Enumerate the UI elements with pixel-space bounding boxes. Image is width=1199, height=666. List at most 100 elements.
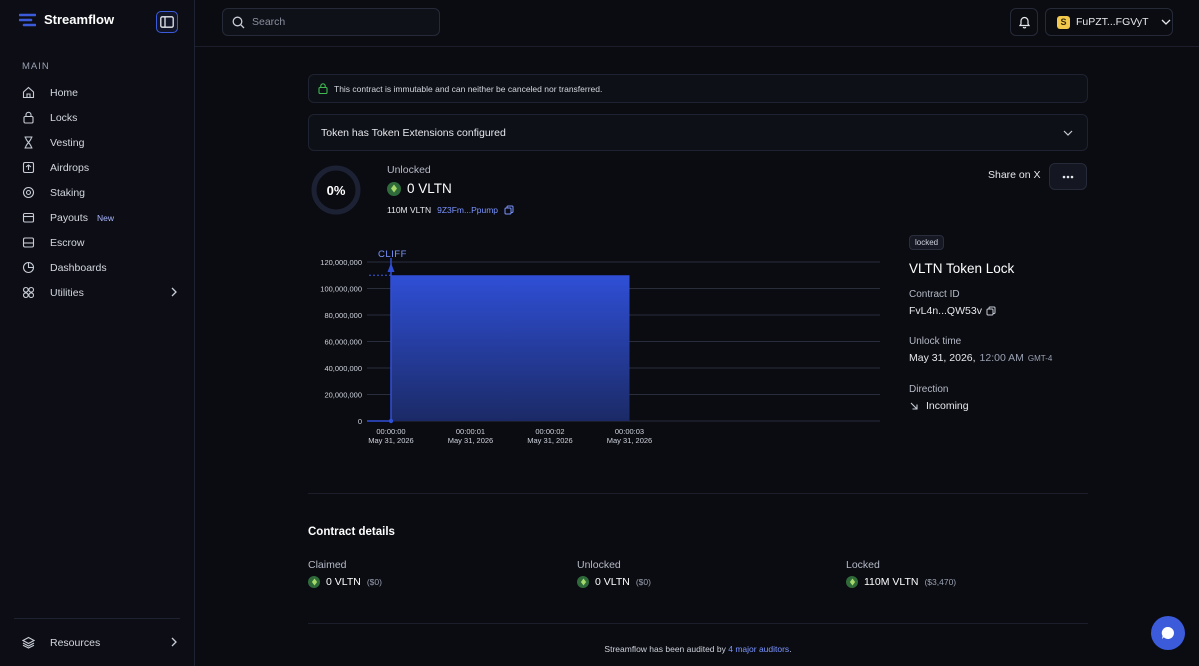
sidebar-item-utilities[interactable]: Utilities [14, 280, 184, 305]
auditors-link[interactable]: 4 major auditors [728, 644, 790, 654]
sidebar-item-home[interactable]: Home [14, 80, 184, 105]
sidebar-item-staking[interactable]: Staking [14, 180, 184, 205]
share-on-x-button[interactable]: Share on X [988, 169, 1041, 181]
unlock-percent: 0% [326, 182, 346, 198]
sidebar-item-label: Resources [50, 636, 101, 649]
wallet-button[interactable]: S FuPZT...FGVyT [1045, 8, 1173, 36]
y-tick-label: 100,000,000 [320, 285, 362, 294]
footer-text: Streamflow has been audited by [604, 644, 729, 654]
unlock-clock: 12:00 AM [979, 352, 1024, 364]
divider [308, 623, 1088, 624]
sidebar-resources: Resources [14, 630, 184, 655]
chevron-down-icon [1161, 19, 1170, 25]
sidebar-panel-icon [160, 16, 174, 28]
wallet-icon: S [1057, 15, 1070, 29]
unlock-chart: 0 20,000,000 40,000,000 60,000,000 80,000,00… [320, 249, 880, 445]
detail-claimed: Claimed 0 VLTN ($0) [308, 559, 382, 588]
x-tick-date: May 31, 2026 [607, 436, 652, 445]
detail-usd: ($3,470) [924, 577, 957, 587]
sidebar: Streamflow MAIN Home Locks Vesting [0, 0, 195, 666]
search-input[interactable] [252, 16, 422, 28]
sidebar-item-payouts[interactable]: Payouts New [14, 205, 184, 230]
chevron-right-icon [171, 287, 177, 297]
unlocked-amount: 0 VLTN [387, 181, 452, 196]
sidebar-item-label: Escrow [50, 236, 85, 249]
sidebar-item-dashboards[interactable]: Dashboards [14, 255, 184, 280]
copy-icon[interactable] [986, 306, 996, 316]
total-and-mint: 110M VLTN 9Z3Fm...Ppump [387, 205, 514, 215]
x-tick-date: May 31, 2026 [368, 436, 413, 445]
escrow-icon [21, 236, 35, 250]
x-tick-date: May 31, 2026 [448, 436, 493, 445]
sidebar-item-vesting[interactable]: Vesting [14, 130, 184, 155]
contract-details-title: Contract details [308, 526, 395, 538]
x-tick-date: May 31, 2026 [527, 436, 572, 445]
unlock-timezone: GMT-4 [1027, 353, 1053, 363]
notifications-button[interactable] [1010, 8, 1038, 36]
y-tick-label: 0 [358, 417, 362, 426]
cliff-annotation: CLIFF [378, 249, 407, 260]
detail-label: Locked [846, 559, 880, 571]
detail-amount: 0 VLTN [326, 576, 361, 588]
x-tick-label: 00:00:03 [615, 427, 644, 436]
staking-icon [21, 186, 35, 200]
unlock-time-label: Unlock time [909, 336, 962, 347]
sidebar-item-label: Dashboards [50, 261, 107, 274]
sidebar-item-locks[interactable]: Locks [14, 105, 184, 130]
immutable-notice: This contract is immutable and can neith… [308, 74, 1088, 103]
support-chat-button[interactable] [1151, 616, 1185, 650]
sidebar-toggle-button[interactable] [156, 11, 178, 33]
token-extensions-label: Token has Token Extensions configured [321, 126, 506, 139]
detail-amount: 0 VLTN [595, 576, 630, 588]
copy-icon[interactable] [504, 205, 514, 215]
contract-title: VLTN Token Lock [909, 261, 1015, 276]
unlocked-amount-value: 0 VLTN [407, 181, 452, 196]
brand[interactable]: Streamflow [19, 12, 114, 27]
search-icon [232, 16, 245, 28]
detail-value: 0 VLTN ($0) [577, 576, 651, 588]
dashboard-icon [21, 261, 35, 275]
detail-label: Claimed [308, 559, 347, 571]
y-tick-label: 120,000,000 [320, 258, 362, 267]
unlock-progress-ring [311, 165, 361, 215]
sidebar-item-label: Airdrops [50, 161, 90, 174]
detail-usd: ($0) [366, 577, 382, 587]
contract-id-value: FvL4n...QW53v [909, 305, 982, 317]
sidebar-item-label: Payouts [50, 211, 88, 224]
vltn-token-icon [308, 576, 320, 588]
sidebar-item-label: Locks [50, 111, 78, 124]
unlock-date: May 31, 2026, [909, 352, 976, 364]
contract-id-label: Contract ID [909, 289, 960, 300]
brand-name: Streamflow [44, 12, 115, 27]
vltn-token-icon [846, 576, 858, 588]
cliff-arrow [387, 263, 395, 272]
home-icon [21, 86, 35, 100]
arrow-down-right-icon [910, 402, 918, 410]
x-tick-label: 00:00:02 [535, 427, 564, 436]
footer-text-end: . [789, 644, 792, 654]
chevron-down-icon [1063, 130, 1073, 136]
x-tick-label: 00:00:00 [376, 427, 405, 436]
sidebar-item-resources[interactable]: Resources [14, 630, 184, 655]
search-box[interactable] [222, 8, 440, 36]
contract-id: FvL4n...QW53v [909, 305, 996, 317]
audit-footer: Streamflow has been audited by 4 major a… [308, 644, 1088, 654]
more-horizontal-icon [1062, 175, 1074, 178]
detail-value: 0 VLTN ($0) [308, 576, 382, 588]
detail-unlocked: Unlocked 0 VLTN ($0) [577, 559, 651, 588]
new-badge: New [96, 212, 114, 223]
more-options-button[interactable] [1049, 163, 1087, 190]
bell-icon [1018, 16, 1030, 29]
token-extensions-accordion[interactable]: Token has Token Extensions configured [308, 114, 1088, 151]
sidebar-item-label: Vesting [50, 136, 85, 149]
y-tick-label: 60,000,000 [324, 338, 362, 347]
sidebar-item-label: Home [50, 86, 79, 99]
sidebar-item-escrow[interactable]: Escrow [14, 230, 184, 255]
direction: Incoming [909, 400, 969, 412]
lock-icon [21, 111, 35, 125]
mint-address-link[interactable]: 9Z3Fm...Ppump [437, 205, 499, 215]
sidebar-item-airdrops[interactable]: Airdrops [14, 155, 184, 180]
data-point [388, 418, 394, 424]
vltn-token-icon [577, 576, 589, 588]
